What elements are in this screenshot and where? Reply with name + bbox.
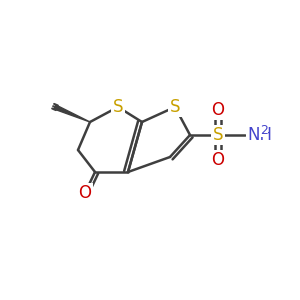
- Text: NH: NH: [247, 126, 272, 144]
- Text: S: S: [213, 126, 223, 144]
- Text: S: S: [170, 98, 180, 116]
- Text: O: O: [212, 151, 224, 169]
- Polygon shape: [54, 105, 90, 122]
- Text: S: S: [113, 98, 123, 116]
- Text: O: O: [79, 184, 92, 202]
- Text: 2: 2: [260, 124, 268, 137]
- Text: O: O: [212, 101, 224, 119]
